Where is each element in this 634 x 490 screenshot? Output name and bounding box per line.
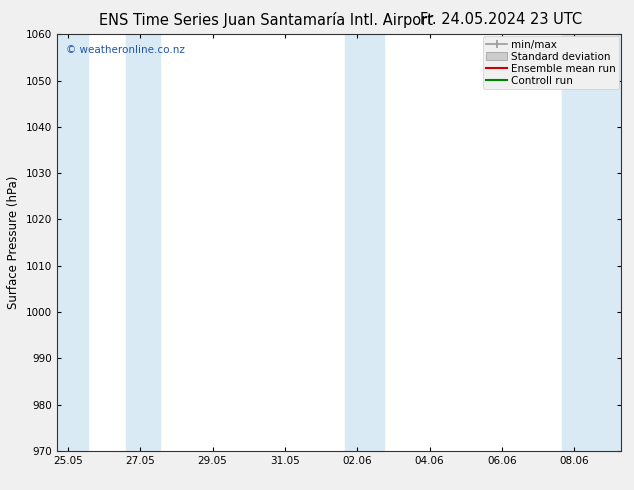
Text: © weatheronline.co.nz: © weatheronline.co.nz [65, 45, 184, 55]
Bar [562, 34, 621, 451]
Legend: min/max, Standard deviation, Ensemble mean run, Controll run: min/max, Standard deviation, Ensemble me… [483, 36, 619, 89]
Y-axis label: Surface Pressure (hPa): Surface Pressure (hPa) [8, 176, 20, 309]
Bar [345, 34, 384, 451]
Text: Fr. 24.05.2024 23 UTC: Fr. 24.05.2024 23 UTC [420, 12, 582, 27]
Bar [57, 34, 87, 451]
Bar [126, 34, 160, 451]
Text: ENS Time Series Juan Santamaría Intl. Airport: ENS Time Series Juan Santamaría Intl. Ai… [100, 12, 433, 28]
